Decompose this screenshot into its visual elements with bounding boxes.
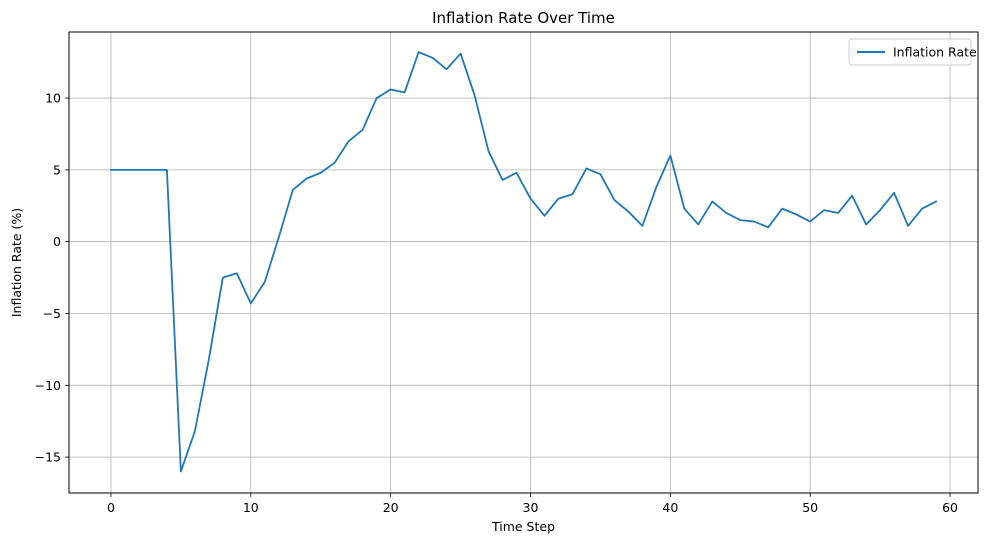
legend-label-inflation-rate: Inflation Rate [893,45,977,60]
x-tick-label: 60 [942,500,958,515]
y-axis-label: Inflation Rate (%) [9,208,24,317]
chart-title: Inflation Rate Over Time [432,9,615,27]
series-layer [110,51,938,473]
y-tick-label: −10 [35,378,61,393]
x-axis-label: Time Step [491,519,555,534]
y-tick-label: −5 [43,306,61,321]
x-tick-label: 40 [662,500,678,515]
plot-frame [68,31,979,494]
y-tick-label: 5 [53,162,61,177]
x-tick-label: 20 [383,500,399,515]
x-tick-label: 0 [107,500,115,515]
y-tick-label: 10 [45,91,61,106]
x-tick-label: 10 [243,500,259,515]
tick-layer: 0 10 20 30 40 50 60 −15 −10 −5 0 5 10 [35,91,958,515]
legend: Inflation Rate [848,38,977,66]
legend-box [848,38,972,66]
x-tick-label: 30 [523,500,539,515]
grid [69,32,978,493]
x-tick-label: 50 [802,500,818,515]
y-tick-label: −15 [35,450,61,465]
series-line-inflation-rate [110,51,938,473]
y-tick-label: 0 [53,234,61,249]
